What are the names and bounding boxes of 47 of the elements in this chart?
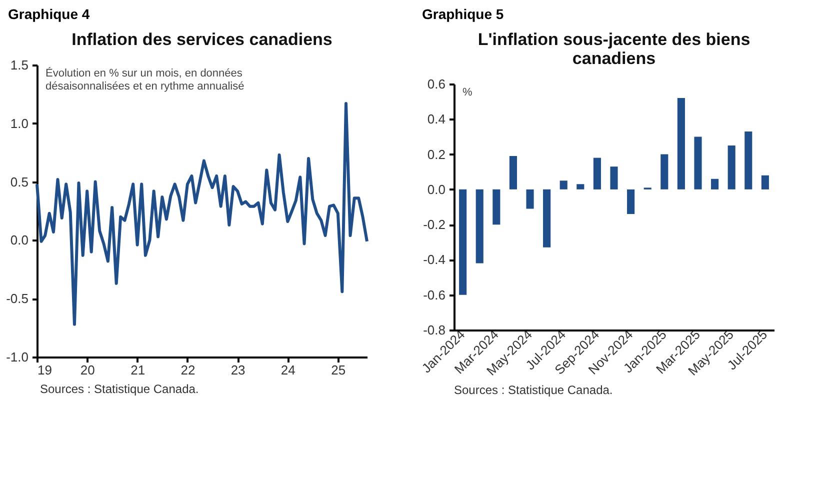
y-tick-label: -0.2: [423, 217, 446, 232]
x-tick-label: 21: [130, 362, 146, 378]
text: Graphique 5: [421, 5, 505, 24]
y-tick-label: -0.5: [6, 291, 28, 306]
y-tick-label: 1.5: [10, 58, 28, 72]
chart-title: Inflation des services canadiens: [72, 30, 332, 49]
bar: [660, 154, 668, 190]
x-tick-label: 20: [80, 362, 95, 378]
bar: [543, 189, 551, 248]
bar: [627, 189, 635, 214]
x-tick-label: 24: [280, 362, 296, 378]
y-tick-label: -0.4: [423, 252, 446, 268]
y-tick-label: 0.2: [427, 146, 446, 162]
bar: [728, 146, 736, 190]
y-tick-label: 0.5: [10, 174, 28, 190]
x-tick-label: 25: [331, 362, 346, 378]
bar: [526, 189, 534, 209]
y-tick-label: 0.0: [427, 182, 446, 197]
bar: [761, 175, 769, 190]
bar: [476, 189, 484, 264]
bar: [560, 180, 568, 190]
bar: [492, 189, 500, 225]
line-series: [36, 102, 368, 326]
x-tick-label: 19: [38, 362, 52, 378]
source-note: Sources : Statistique Canada.: [453, 383, 614, 397]
bar: [711, 178, 719, 190]
y-tick-label: 0.6: [427, 76, 446, 92]
bar: [677, 98, 685, 190]
y-tick-label: 0.4: [427, 112, 446, 127]
text: Graphique 4: [7, 5, 91, 24]
bar: [593, 158, 601, 190]
y-tick-label: 0.0: [10, 232, 28, 248]
y-tick-label: -0.6: [423, 287, 446, 302]
x-tick-label: 22: [180, 362, 196, 378]
bar: [744, 131, 752, 190]
x-tick-label: 23: [230, 362, 246, 378]
y-tick-label: 1.0: [10, 116, 28, 131]
bar: [459, 189, 467, 295]
bar: [610, 166, 618, 190]
source-note: Sources : Statistique Canada.: [39, 382, 200, 396]
y-axis-title: %: [462, 86, 472, 98]
y-tick-label: -1.0: [6, 350, 28, 364]
bar: [576, 184, 584, 190]
bar: [509, 156, 517, 190]
y-axis-title: Évolution en % sur un mois, en données désaisonnalisées et en rythme annualisé: [46, 66, 244, 92]
chart-title: L'inflation sous-jacente des biens canadiens: [478, 30, 750, 68]
bar: [694, 136, 702, 190]
